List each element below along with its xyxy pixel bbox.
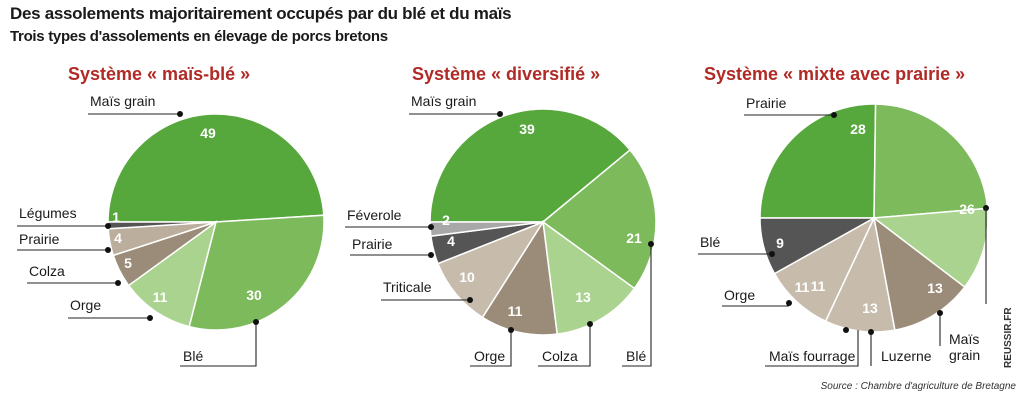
watermark-text: REUSSIR.FR (1003, 307, 1014, 368)
slice-label: Féverole (347, 207, 402, 223)
slice-value: 11 (811, 278, 826, 294)
slice-label: Blé (183, 348, 203, 364)
leader-dot (105, 223, 111, 229)
leader-dot (105, 247, 111, 253)
leader-dot (428, 224, 434, 230)
slice-value: 9 (776, 235, 784, 251)
leader-dot (868, 329, 874, 335)
system-title: Système « mixte avec prairie » (704, 64, 965, 84)
leader-line (538, 324, 591, 367)
slice-label: Prairie (352, 236, 393, 252)
slice-value: 28 (850, 121, 866, 137)
pie-slice (436, 220, 545, 319)
slice-value: 1 (112, 209, 120, 225)
slice-label: Maïs grain (411, 93, 476, 109)
leader-dot (648, 241, 654, 247)
pie-chart-3: Système « mixte avec prairie » 28 26 13 13 11… (698, 64, 989, 367)
slice-label: Luzerne (881, 348, 932, 364)
slice-label: Blé (700, 234, 720, 250)
leader-dot (587, 321, 593, 327)
leader-dot (769, 251, 775, 257)
slice-label: Triticale (383, 279, 432, 295)
slice-label: Colza (542, 348, 578, 364)
leader-dot (508, 327, 514, 333)
slice-label: Orge (724, 287, 755, 303)
pie-slice (107, 113, 325, 223)
pie-slice (873, 103, 989, 219)
pie-slice (759, 217, 877, 275)
slice-value: 4 (114, 230, 122, 246)
leader-dot (786, 300, 792, 306)
leader-dot (467, 297, 473, 303)
slice-value: 5 (124, 255, 132, 271)
pie-slice (872, 216, 966, 331)
chart-title: Des assolements majoritairement occupés … (10, 4, 512, 23)
slice-value: 21 (626, 230, 642, 246)
system-title: Système « maïs-blé » (68, 64, 250, 84)
pie-chart-2: Système « diversifié » 39 21 13 11 10 4 2 Maïs g… (345, 64, 657, 367)
slice-label: Orge (474, 348, 505, 364)
slice-label: Orge (70, 297, 101, 313)
slice-label: Blé (626, 348, 646, 364)
slice-value: 26 (959, 201, 975, 217)
system-title: Système « diversifié » (412, 64, 600, 84)
slice-label: Maïs fourrage (769, 348, 856, 364)
leader-dot (428, 252, 434, 258)
leader-line (180, 322, 257, 367)
leader-dot (177, 111, 183, 117)
slice-label: Prairie (746, 95, 787, 111)
watermark: REUSSIR.FR (1003, 307, 1015, 370)
pie-chart-1: Système « maïs-blé » 49 30 11 54 1 Maïs grain B… (17, 64, 325, 367)
pie-slice (429, 108, 632, 223)
pie-slice (127, 220, 218, 328)
slice-value: 13 (927, 280, 943, 296)
leader-line (470, 330, 512, 367)
source-note: Source : Chambre d'agriculture de Bretag… (820, 381, 1016, 392)
slice-value: 13 (575, 289, 591, 305)
chart-subtitle: Trois types d'assolements en élevage de … (10, 28, 388, 45)
slice-value: 39 (519, 121, 535, 137)
leader-dot (115, 280, 121, 286)
slice-value: 30 (246, 287, 262, 303)
slice-value: 4 (447, 233, 455, 249)
slice-value: 10 (459, 269, 475, 285)
slice-label: Maïs grain (949, 331, 980, 363)
pie-slice (541, 148, 657, 290)
slice-label: Prairie (19, 231, 60, 247)
leader-dot (843, 327, 849, 333)
pie-slice (871, 207, 989, 289)
pie-slice (759, 103, 877, 219)
pie-slice (542, 220, 636, 335)
leader-line (622, 244, 652, 367)
leader-dot (147, 315, 153, 321)
leader-dot (253, 319, 259, 325)
pie-slice (188, 214, 325, 331)
leader-dot (497, 111, 503, 117)
pie-slice (481, 219, 558, 336)
slice-value: 11 (795, 279, 810, 295)
slice-value: 11 (153, 289, 168, 305)
slice-label: Maïs grain (90, 93, 155, 109)
slice-label: Colza (29, 263, 65, 279)
slice-label: Légumes (19, 205, 77, 221)
leader-dot (831, 112, 837, 118)
slice-value: 11 (508, 303, 523, 319)
slice-value: 2 (442, 212, 450, 228)
leader-dot (937, 310, 943, 316)
slice-value: 49 (200, 125, 216, 141)
leader-line (765, 330, 859, 367)
slice-value: 13 (862, 300, 878, 316)
